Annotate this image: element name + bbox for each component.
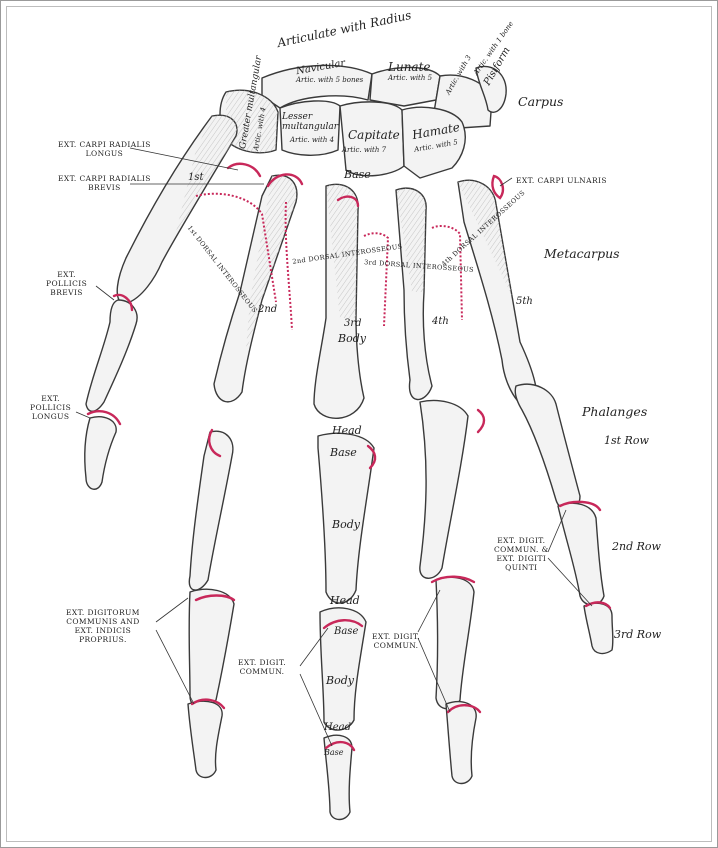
muscle-attachments [86,162,612,752]
attachment-ring-distal [446,704,482,714]
phalanges-region-label: Phalanges [582,404,648,419]
distal-phalanx-base-label: Base [324,748,344,757]
thumb-proximal-phalanx [85,299,138,412]
phalanx-base-label: Base [330,446,357,459]
attachment-index-distal [190,698,226,710]
metacarpal-3-label: 3rd [344,318,362,329]
lunate-label: Lunate [388,60,431,74]
lesser-multangular-bone [279,100,341,156]
ext-digit-commun-quinti-label: EXT. DIGIT. COMMUN. & EXT. DIGITI QUINTI [494,536,549,572]
little-proximal-phalanx [514,383,581,511]
interosseous-outlines [195,192,463,331]
little-distal-phalanx [583,602,614,655]
metacarpal-head-label: Head [332,424,362,437]
ext-digit-commun-middle-label: EXT. DIGIT. COMMUN. [238,658,287,676]
ext-carpi-radialis-longus-label: EXT. CARPI RADIALIS LONGUS [58,140,151,158]
pisiform-bone [475,65,507,113]
lunate-artic-label: Artic. with 5 [388,74,433,82]
attachment-index-middle [194,594,236,602]
first-dorsal-interosseous-outline [195,192,277,303]
index-distal-phalanx [187,700,223,779]
attachment-carpi-radialis-brevis [266,173,304,188]
index-middle-phalanx [188,588,235,709]
index-proximal-phalanx [188,430,234,591]
middle-middle-phalanx [319,607,367,731]
ext-pollicis-brevis-label: EXT. POLLICIS BREVIS [46,270,88,297]
capitate-artic-label: Artic. with 7 [342,146,387,154]
navicular-artic-label: Artic. with 5 bones [296,76,364,84]
attachment-carpi-radialis-longus [226,162,262,178]
attachment-ring-middle [430,575,476,584]
carpus-region-label: Carpus [518,94,564,109]
attachment-middle-base [366,444,377,470]
attachment-index-metacarpal-base [336,195,360,208]
ring-distal-phalanx [445,700,477,785]
attachment-thumb-base [112,293,134,312]
middle-distal-phalanx [323,734,353,821]
second-dorsal-interosseous-outline [284,201,293,331]
middle-phalanx-body-label: Body [326,674,354,687]
hamate-bone [401,106,466,179]
metacarpal-body-label: Body [338,332,366,345]
ring-proximal-phalanx [419,399,469,579]
attachment-index-base [208,428,222,458]
navicular-bone [261,64,373,109]
metacarpal-5-label: 5th [516,296,533,307]
ext-carpi-ulnaris-label: EXT. CARPI ULNARIS [516,176,607,185]
ext-digitorum-communis-label: EXT. DIGITORUM COMMUNIS AND EXT. INDICIS… [66,608,140,644]
little-middle-phalanx [557,502,605,606]
fourth-dorsal-interosseous-outline [431,225,463,321]
thumb-distal-phalanx [84,416,117,490]
phalanges-row2-label: 2nd Row [612,540,661,553]
metacarpal-4-label: 4th [432,316,449,327]
leader-lines [75,147,593,747]
lesser-multangular-artic-label: Artic. with 4 [290,136,335,144]
lunate-bone [369,66,441,107]
phalanges-row1-label: 1st Row [604,434,649,447]
ring-middle-phalanx [435,576,475,710]
attachment-ring-base [476,408,486,434]
attachment-middle-middle [322,619,364,630]
metacarpus-region-label: Metacarpus [544,246,620,261]
attachment-middle-distal [324,740,356,752]
phalanx-head-label: Head [330,594,360,607]
attachment-carpi-ulnaris [491,174,505,200]
middle-proximal-phalanx [317,432,375,604]
phalanx-body-label: Body [332,518,360,531]
third-dorsal-interosseous-outline [363,232,390,327]
metacarpal-base-label: Base [344,168,371,181]
ext-digit-commun-ring-label: EXT. DIGIT. COMMUN. [372,632,421,650]
bone-shading [176,90,514,350]
middle-phalanx-base-label: Base [334,626,359,637]
attachment-little-distal [584,601,612,610]
bones-group [84,64,614,821]
metacarpal-2-label: 2nd [258,304,278,315]
phalanges-row3-label: 3rd Row [614,628,662,641]
capitate-label: Capitate [348,128,400,142]
middle-phalanx-head-label: Head [324,722,352,733]
ext-pollicis-longus-label: EXT. POLLICIS LONGUS [30,394,72,421]
metacarpal-1-label: 1st [188,172,204,183]
attachment-thumb-distal [86,410,122,426]
ext-carpi-radialis-brevis-label: EXT. CARPI RADIALIS BREVIS [58,174,151,192]
attachment-little-middle [558,500,602,512]
lesser-multangular-label: Lesser multangular [282,112,339,132]
